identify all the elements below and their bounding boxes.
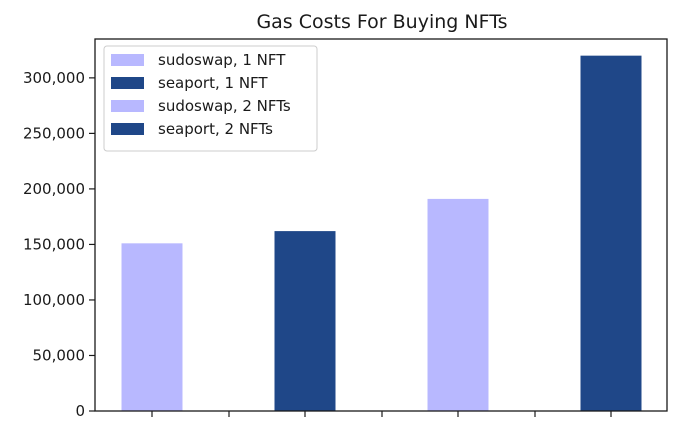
legend-swatch-2 xyxy=(111,77,144,89)
plot-frame xyxy=(94,38,668,412)
legend-label-4: seaport, 2 NFTs xyxy=(158,120,273,138)
y-tick-label-4: 200,000 xyxy=(23,180,85,198)
bar-1 xyxy=(121,243,183,411)
y-tick-label-3: 150,000 xyxy=(23,235,85,253)
legend-swatch-3 xyxy=(111,100,144,112)
y-tick-label-5: 250,000 xyxy=(23,124,85,142)
legend-label-1: sudoswap, 1 NFT xyxy=(158,51,286,69)
bars-layer xyxy=(121,55,642,412)
axes-layer: 0 50,000 100,000 150,000 200,000 250,000 300,0… xyxy=(23,38,668,420)
legend-swatch-1 xyxy=(111,54,144,66)
y-tick-label-6: 300,000 xyxy=(23,69,85,87)
bar-2 xyxy=(274,231,336,411)
legend-label-2: seaport, 1 NFT xyxy=(158,74,268,92)
bar-3 xyxy=(427,198,489,411)
legend-box xyxy=(103,45,318,152)
y-tick-label-0: 0 xyxy=(75,402,85,420)
chart-title: Gas Costs For Buying NFTs xyxy=(256,11,507,33)
y-tick-label-2: 100,000 xyxy=(23,291,85,309)
legend: sudoswap, 1 NFT seaport, 1 NFT sudoswap, 2… xyxy=(103,45,318,152)
legend-label-3: sudoswap, 2 NFTs xyxy=(158,97,291,115)
legend-swatch-4 xyxy=(111,123,144,135)
bar-4 xyxy=(580,55,642,412)
y-tick-label-1: 50,000 xyxy=(33,346,86,364)
